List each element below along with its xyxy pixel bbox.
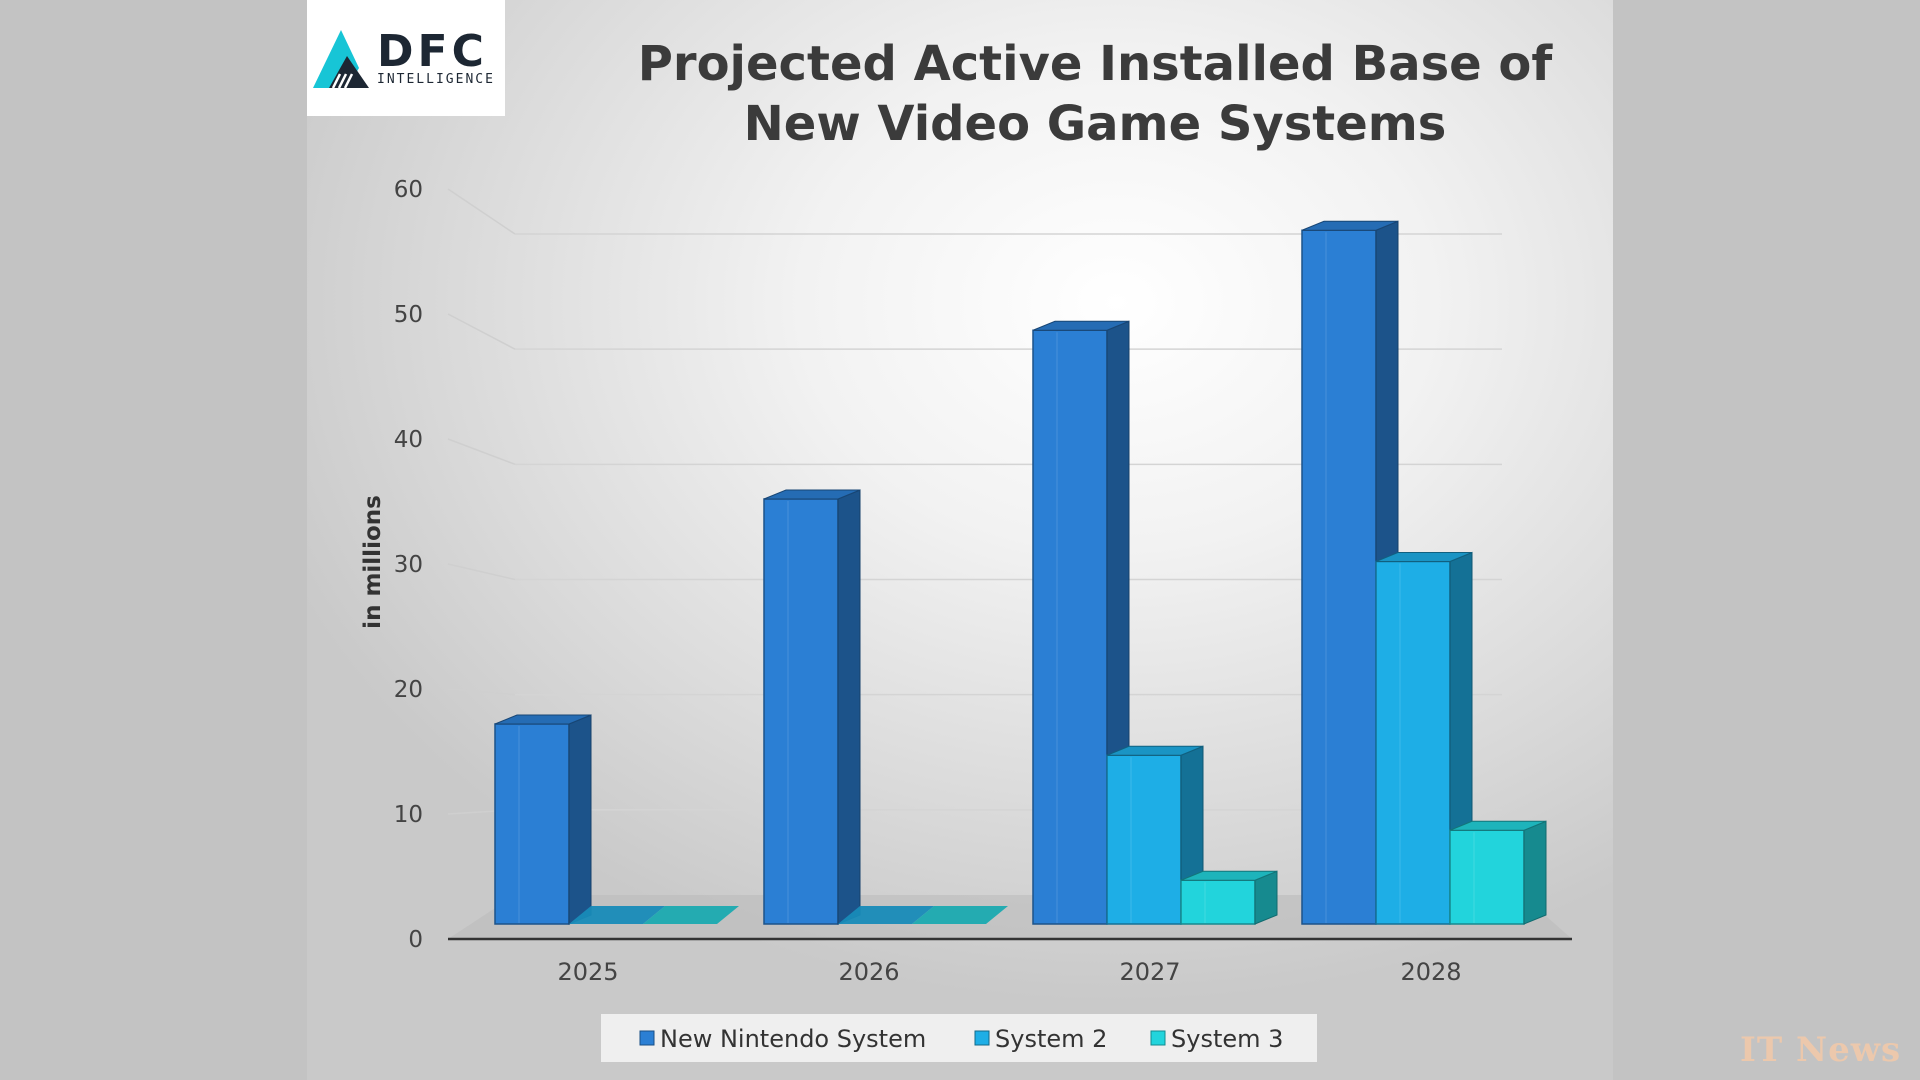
logo-brand: DFC xyxy=(377,26,488,77)
bar-side xyxy=(568,714,592,925)
bar-zero-slab xyxy=(569,906,665,924)
gridline-diagonal xyxy=(447,563,516,581)
bar-2025-series-2 xyxy=(569,906,665,924)
bar-front xyxy=(1375,560,1451,925)
bar-top xyxy=(1106,745,1204,756)
chart-title-line-2: New Video Game Systems xyxy=(744,96,1447,152)
bar-2025-series-1 xyxy=(494,714,592,925)
dfc-logo-mark xyxy=(313,30,369,89)
y-tick-label: 50 xyxy=(394,302,423,328)
gridline-diagonal xyxy=(447,313,516,350)
bar-zero-slab xyxy=(643,906,739,924)
bar-front xyxy=(494,723,570,925)
legend: New Nintendo System System 2 System 3 xyxy=(601,1014,1317,1062)
bar-zero-slab xyxy=(912,906,1008,924)
bar-side xyxy=(1523,820,1547,925)
y-tick-labels: 0 10 20 30 40 50 60 xyxy=(394,177,423,953)
bar-zero-slab xyxy=(838,906,934,924)
legend-swatch-series-3 xyxy=(1150,1030,1166,1046)
x-tick-label: 2028 xyxy=(1400,958,1461,986)
dfc-logo: DFC INTELLIGENCE xyxy=(307,0,505,116)
y-tick-label: 60 xyxy=(394,177,423,203)
y-tick-label: 10 xyxy=(394,802,423,828)
legend-box xyxy=(601,1014,1317,1062)
bar-top xyxy=(494,714,592,725)
bar-front xyxy=(1106,754,1182,925)
x-tick-label: 2027 xyxy=(1119,958,1180,986)
bar-top xyxy=(1449,820,1547,831)
legend-swatch-series-2 xyxy=(974,1030,990,1046)
y-axis-label: in millions xyxy=(360,495,386,629)
legend-swatch-series-1 xyxy=(639,1030,655,1046)
x-tick-label: 2025 xyxy=(557,958,618,986)
bar-2026-series-2 xyxy=(838,906,934,924)
gridline-diagonal xyxy=(447,438,516,466)
gridline-diagonal xyxy=(447,688,516,696)
legend-label-series-3: System 3 xyxy=(1171,1025,1283,1053)
y-tick-label: 0 xyxy=(408,927,423,953)
bar-top xyxy=(1180,870,1278,881)
bar-top xyxy=(1375,552,1473,562)
bar-top xyxy=(1032,320,1130,331)
bar-front xyxy=(1301,229,1377,925)
y-tick-label: 30 xyxy=(394,552,423,578)
bar-2028-series-3 xyxy=(1449,820,1547,925)
bars xyxy=(494,220,1547,925)
bar-side xyxy=(837,489,861,925)
x-tick-labels: 2025 2026 2027 2028 xyxy=(557,958,1461,986)
bar-front xyxy=(1180,879,1256,925)
y-tick-label: 20 xyxy=(394,677,423,703)
bar-front xyxy=(1032,329,1108,925)
bar-top xyxy=(763,489,861,500)
bar-2027-series-3 xyxy=(1180,870,1278,925)
chart-title-line-1: Projected Active Installed Base of xyxy=(638,36,1554,92)
bar-top xyxy=(1301,220,1399,231)
bar-front xyxy=(763,498,839,925)
legend-label-series-2: System 2 xyxy=(995,1025,1107,1053)
bar-2026-series-3 xyxy=(912,906,1008,924)
logo-tagline: INTELLIGENCE xyxy=(377,72,495,87)
watermark-text: IT News xyxy=(1740,1030,1902,1070)
y-tick-label: 40 xyxy=(394,427,423,453)
gridline-diagonal xyxy=(447,188,516,235)
bar-front xyxy=(1449,829,1525,925)
bar-2026-series-1 xyxy=(763,489,861,925)
legend-label-series-1: New Nintendo System xyxy=(660,1025,926,1053)
x-tick-label: 2026 xyxy=(838,958,899,986)
bar-2025-series-3 xyxy=(643,906,739,924)
